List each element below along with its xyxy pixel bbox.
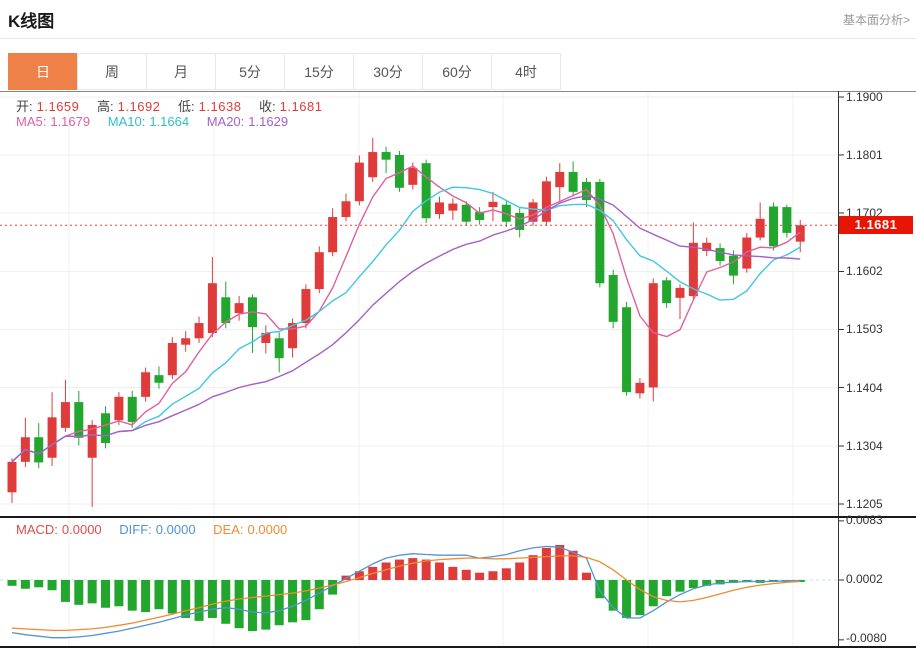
ma20-label: MA20: — [206, 114, 245, 129]
ma5-label: MA5: — [16, 114, 47, 129]
macd-axis-label: -0.0080 — [846, 631, 887, 645]
diff-label: DIFF: — [119, 522, 152, 537]
price-axis-label: 1.1602 — [846, 264, 883, 278]
high-label: 高: — [97, 99, 114, 114]
close-label: 收: — [259, 99, 276, 114]
close-value: 1.1681 — [279, 99, 323, 114]
ma5-value: 1.1679 — [50, 114, 91, 129]
low-value: 1.1638 — [198, 99, 242, 114]
period-tab-4[interactable]: 5分 — [215, 53, 285, 90]
period-tab-2[interactable]: 周 — [77, 53, 147, 90]
page-title: K线图 — [8, 12, 55, 31]
current-price-tag: 1.1681 — [839, 216, 913, 234]
macd-label: MACD: — [16, 522, 58, 537]
ohlc-legend: 开: 1.1659 高: 1.1692 低: 1.1638 收: 1.1681 — [16, 96, 326, 115]
ma10-label: MA10: — [107, 114, 146, 129]
macd-value: 0.0000 — [61, 522, 102, 537]
period-tab-1[interactable]: 日 — [8, 53, 78, 90]
ma20-value: 1.1629 — [248, 114, 289, 129]
diff-value: 0.0000 — [155, 522, 196, 537]
low-label: 低: — [178, 99, 195, 114]
macd-legend: MACD: 0.0000 DIFF: 0.0000 DEA: 0.0000 — [16, 522, 291, 537]
period-tab-3[interactable]: 月 — [146, 53, 216, 90]
period-tab-7[interactable]: 60分 — [422, 53, 492, 90]
macd-axis-label: 0.0002 — [846, 572, 883, 586]
price-axis-label: 1.1404 — [846, 381, 883, 395]
price-axis-label: 1.1503 — [846, 322, 883, 336]
period-tab-6[interactable]: 30分 — [353, 53, 423, 90]
price-axis-label: 1.1801 — [846, 148, 883, 162]
fundamental-analysis-link[interactable]: 基本面分析> — [842, 13, 910, 27]
ma10-value: 1.1664 — [149, 114, 190, 129]
high-value: 1.1692 — [117, 99, 161, 114]
price-axis-label: 1.1900 — [846, 90, 883, 104]
dea-label: DEA: — [213, 522, 244, 537]
macd-axis-label: 0.0083 — [846, 513, 883, 527]
open-label: 开: — [16, 99, 33, 114]
price-axis-label: 1.1304 — [846, 439, 883, 453]
dea-value: 0.0000 — [247, 522, 288, 537]
header-divider — [0, 38, 916, 39]
ma-legend: MA5: 1.1679 MA10: 1.1664 MA20: 1.1629 — [16, 114, 292, 129]
open-value: 1.1659 — [36, 99, 80, 114]
period-tab-5[interactable]: 15分 — [284, 53, 354, 90]
period-tabs: 日周月 5分 15分 30分 60分 4时 — [8, 53, 561, 90]
price-axis-label: 1.1205 — [846, 497, 883, 511]
period-tab-8[interactable]: 4时 — [491, 53, 561, 90]
